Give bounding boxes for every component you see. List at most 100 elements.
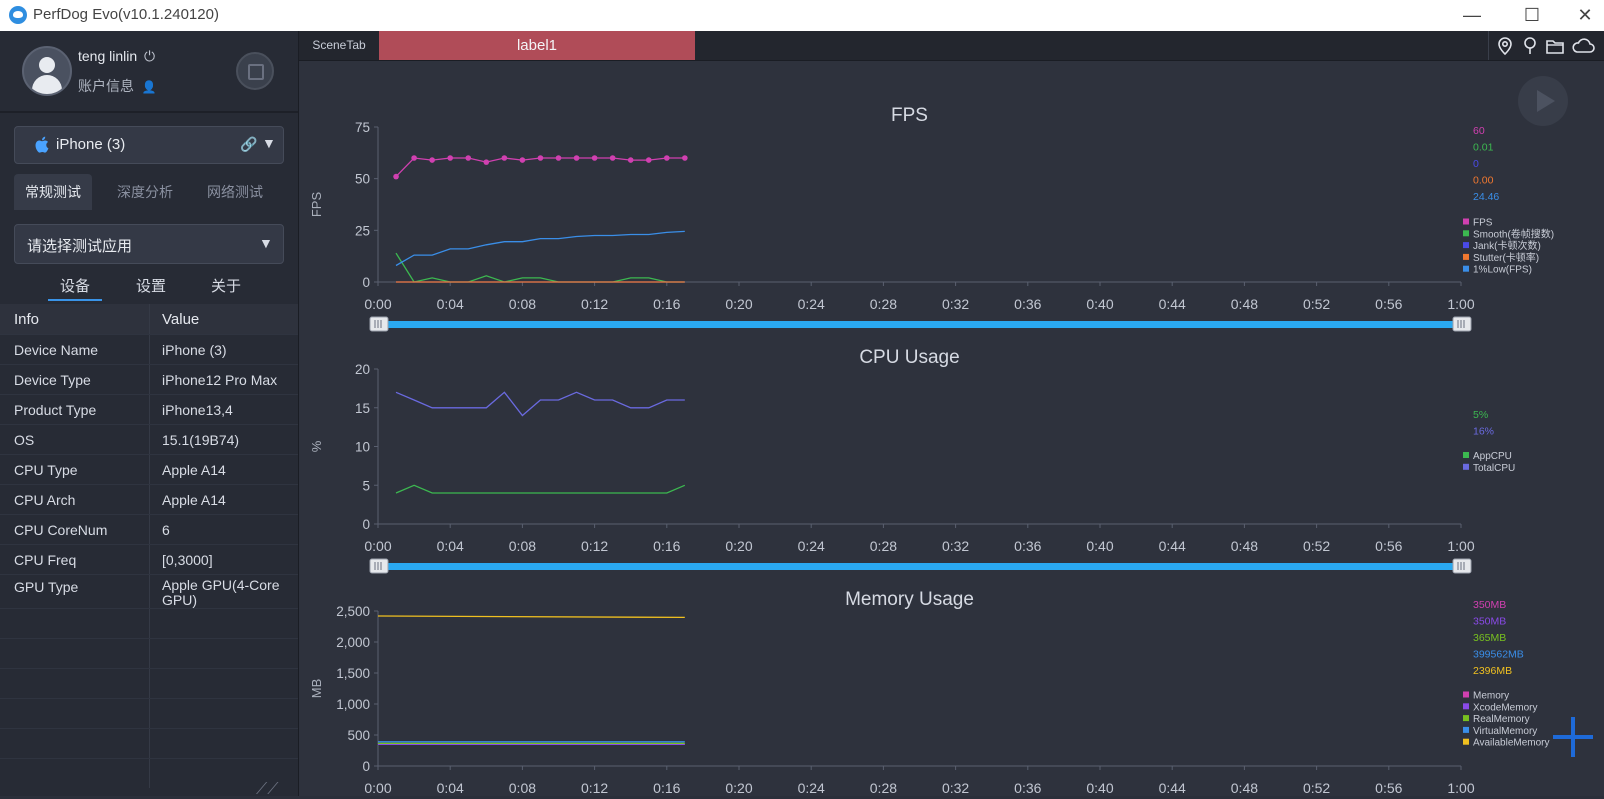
chevron-down-icon[interactable]: ▼ <box>262 135 276 151</box>
account-info-row[interactable]: 账户信息 👤 <box>78 76 157 96</box>
chevron-down-icon[interactable]: ▼ <box>259 235 273 251</box>
app-selector[interactable]: 请选择测试应用 ▼ <box>14 224 284 264</box>
data-point <box>501 155 508 161</box>
info-value: Apple A14 <box>162 492 226 508</box>
x-tick-label: 0:36 <box>1014 296 1041 312</box>
x-tick-label: 0:08 <box>509 538 536 554</box>
legend-swatch <box>1463 230 1469 237</box>
series-line-availablememory <box>377 615 685 619</box>
y-tick-label: 1,500 <box>336 666 370 681</box>
range-slider-track <box>370 563 1469 570</box>
info-value: Apple A14 <box>162 462 226 478</box>
user-settings-icon: 👤 <box>141 80 157 94</box>
legend-label: TotalCPU <box>1473 463 1515 474</box>
x-tick-label: 0:48 <box>1231 296 1258 312</box>
info-key: Device Name <box>14 342 99 358</box>
device-selector-label: iPhone (3) <box>56 136 126 153</box>
legend-swatch <box>1463 715 1469 722</box>
scene-tab[interactable]: SceneTab <box>312 38 366 52</box>
current-value: 0.00 <box>1473 175 1494 187</box>
data-point <box>573 155 580 161</box>
x-tick-label: 0:00 <box>364 296 391 312</box>
x-tick-label: 0:12 <box>581 780 608 796</box>
legend-swatch <box>1463 265 1469 272</box>
range-slider-handle <box>369 558 389 574</box>
legend-label: VirtualMemory <box>1473 726 1537 737</box>
legend-label: AvailableMemory <box>1473 738 1550 749</box>
legend-label: Smooth(卷帧搜数) <box>1473 227 1554 240</box>
info-value: iPhone12 Pro Max <box>162 372 278 388</box>
x-tick-label: 0:04 <box>437 780 464 796</box>
device-selector[interactable]: iPhone (3) 🔗 ▼ <box>14 126 284 164</box>
avatar[interactable] <box>22 46 72 96</box>
data-point <box>519 157 526 163</box>
tab-network-test[interactable]: 网络测试 <box>207 184 263 200</box>
range-slider-handle <box>369 316 389 332</box>
link-icon[interactable]: 🔗 <box>240 136 258 152</box>
legend-label: Stutter(卡顿率) <box>1473 251 1539 264</box>
folder-icon[interactable] <box>1545 36 1565 56</box>
table-row <box>0 699 298 729</box>
x-tick-label: 0:00 <box>364 780 391 796</box>
cloud-icon[interactable] <box>1571 36 1595 56</box>
x-tick-label: 0:12 <box>581 296 608 312</box>
add-icon[interactable] <box>1551 715 1595 759</box>
legend-swatch <box>1463 691 1469 698</box>
marker-icon[interactable] <box>1520 36 1540 56</box>
table-row: GPU Type Apple GPU(4-Core GPU) <box>0 575 298 609</box>
subtab-device[interactable]: 设备 <box>48 275 103 301</box>
tab-regular-test[interactable]: 常规测试 <box>14 174 92 210</box>
data-point <box>465 155 472 161</box>
data-point <box>682 155 688 161</box>
info-key: Product Type <box>14 402 97 418</box>
table-row: CPU Arch Apple A14 <box>0 485 298 515</box>
power-icon[interactable]: ⏻ <box>144 48 156 64</box>
legend-label: RealMemory <box>1473 714 1530 725</box>
y-tick-label: 0 <box>362 759 370 774</box>
minimize-button[interactable]: — <box>1463 5 1481 25</box>
info-value: 15.1(19B74) <box>162 432 240 448</box>
user-name-row: teng linlin ⏻ <box>78 48 155 65</box>
resize-grip-icon[interactable]: ⟋⟋ <box>256 781 279 798</box>
info-key: Device Type <box>14 372 91 388</box>
current-value: 350MB <box>1473 616 1506 628</box>
stop-button[interactable] <box>236 52 274 90</box>
maximize-button[interactable]: ☐ <box>1523 5 1541 25</box>
legend-label: Jank(卡顿次数) <box>1473 239 1541 252</box>
data-point <box>429 157 435 163</box>
legend-label: FPS <box>1473 218 1493 229</box>
x-tick-label: 0:20 <box>725 780 752 796</box>
x-tick-label: 0:08 <box>509 780 536 796</box>
table-row: CPU Type Apple A14 <box>0 455 298 485</box>
x-tick-label: 0:24 <box>798 538 825 554</box>
tab-deep-analysis[interactable]: 深度分析 <box>117 184 173 200</box>
info-value: [0,3000] <box>162 552 213 568</box>
app-selector-placeholder: 请选择测试应用 <box>27 238 133 255</box>
x-tick-label: 0:28 <box>870 780 897 796</box>
x-tick-label: 0:16 <box>653 538 680 554</box>
location-pin-icon[interactable] <box>1495 36 1515 56</box>
subtab-settings[interactable]: 设置 <box>136 278 167 295</box>
info-value: Apple GPU(4-Core GPU) <box>162 577 280 608</box>
legend-label: XcodeMemory <box>1473 702 1537 713</box>
table-row <box>0 669 298 699</box>
x-tick-label: 0:36 <box>1014 780 1041 796</box>
data-point <box>555 155 562 161</box>
data-point <box>609 155 616 161</box>
close-button[interactable]: ✕ <box>1577 5 1593 25</box>
y-tick-label: 500 <box>347 728 370 743</box>
chart-title: Memory Usage <box>845 589 974 610</box>
play-button[interactable] <box>1518 76 1568 126</box>
divider <box>0 111 298 113</box>
series-line-appcpu <box>395 484 686 494</box>
series-line-totalcpu <box>395 391 685 417</box>
legend-label: AppCPU <box>1473 451 1512 462</box>
current-value: 2396MB <box>1473 665 1512 677</box>
data-point <box>483 159 490 165</box>
label-tab[interactable]: label1 <box>379 31 695 60</box>
subtab-about[interactable]: 关于 <box>211 278 242 295</box>
x-tick-label: 0:40 <box>1086 780 1113 796</box>
table-row <box>0 609 298 639</box>
window-title: PerfDog Evo(v10.1.240120) <box>33 6 219 23</box>
legend-swatch <box>1463 218 1469 225</box>
